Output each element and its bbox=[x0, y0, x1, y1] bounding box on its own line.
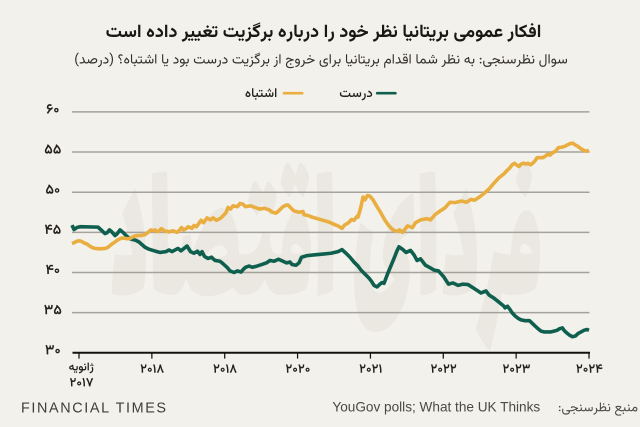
svg-text:YouGov polls; What the UK Thin: YouGov polls; What the UK Thinks bbox=[332, 400, 540, 415]
svg-text:FINANCIAL TIMES: FINANCIAL TIMES bbox=[21, 401, 168, 417]
